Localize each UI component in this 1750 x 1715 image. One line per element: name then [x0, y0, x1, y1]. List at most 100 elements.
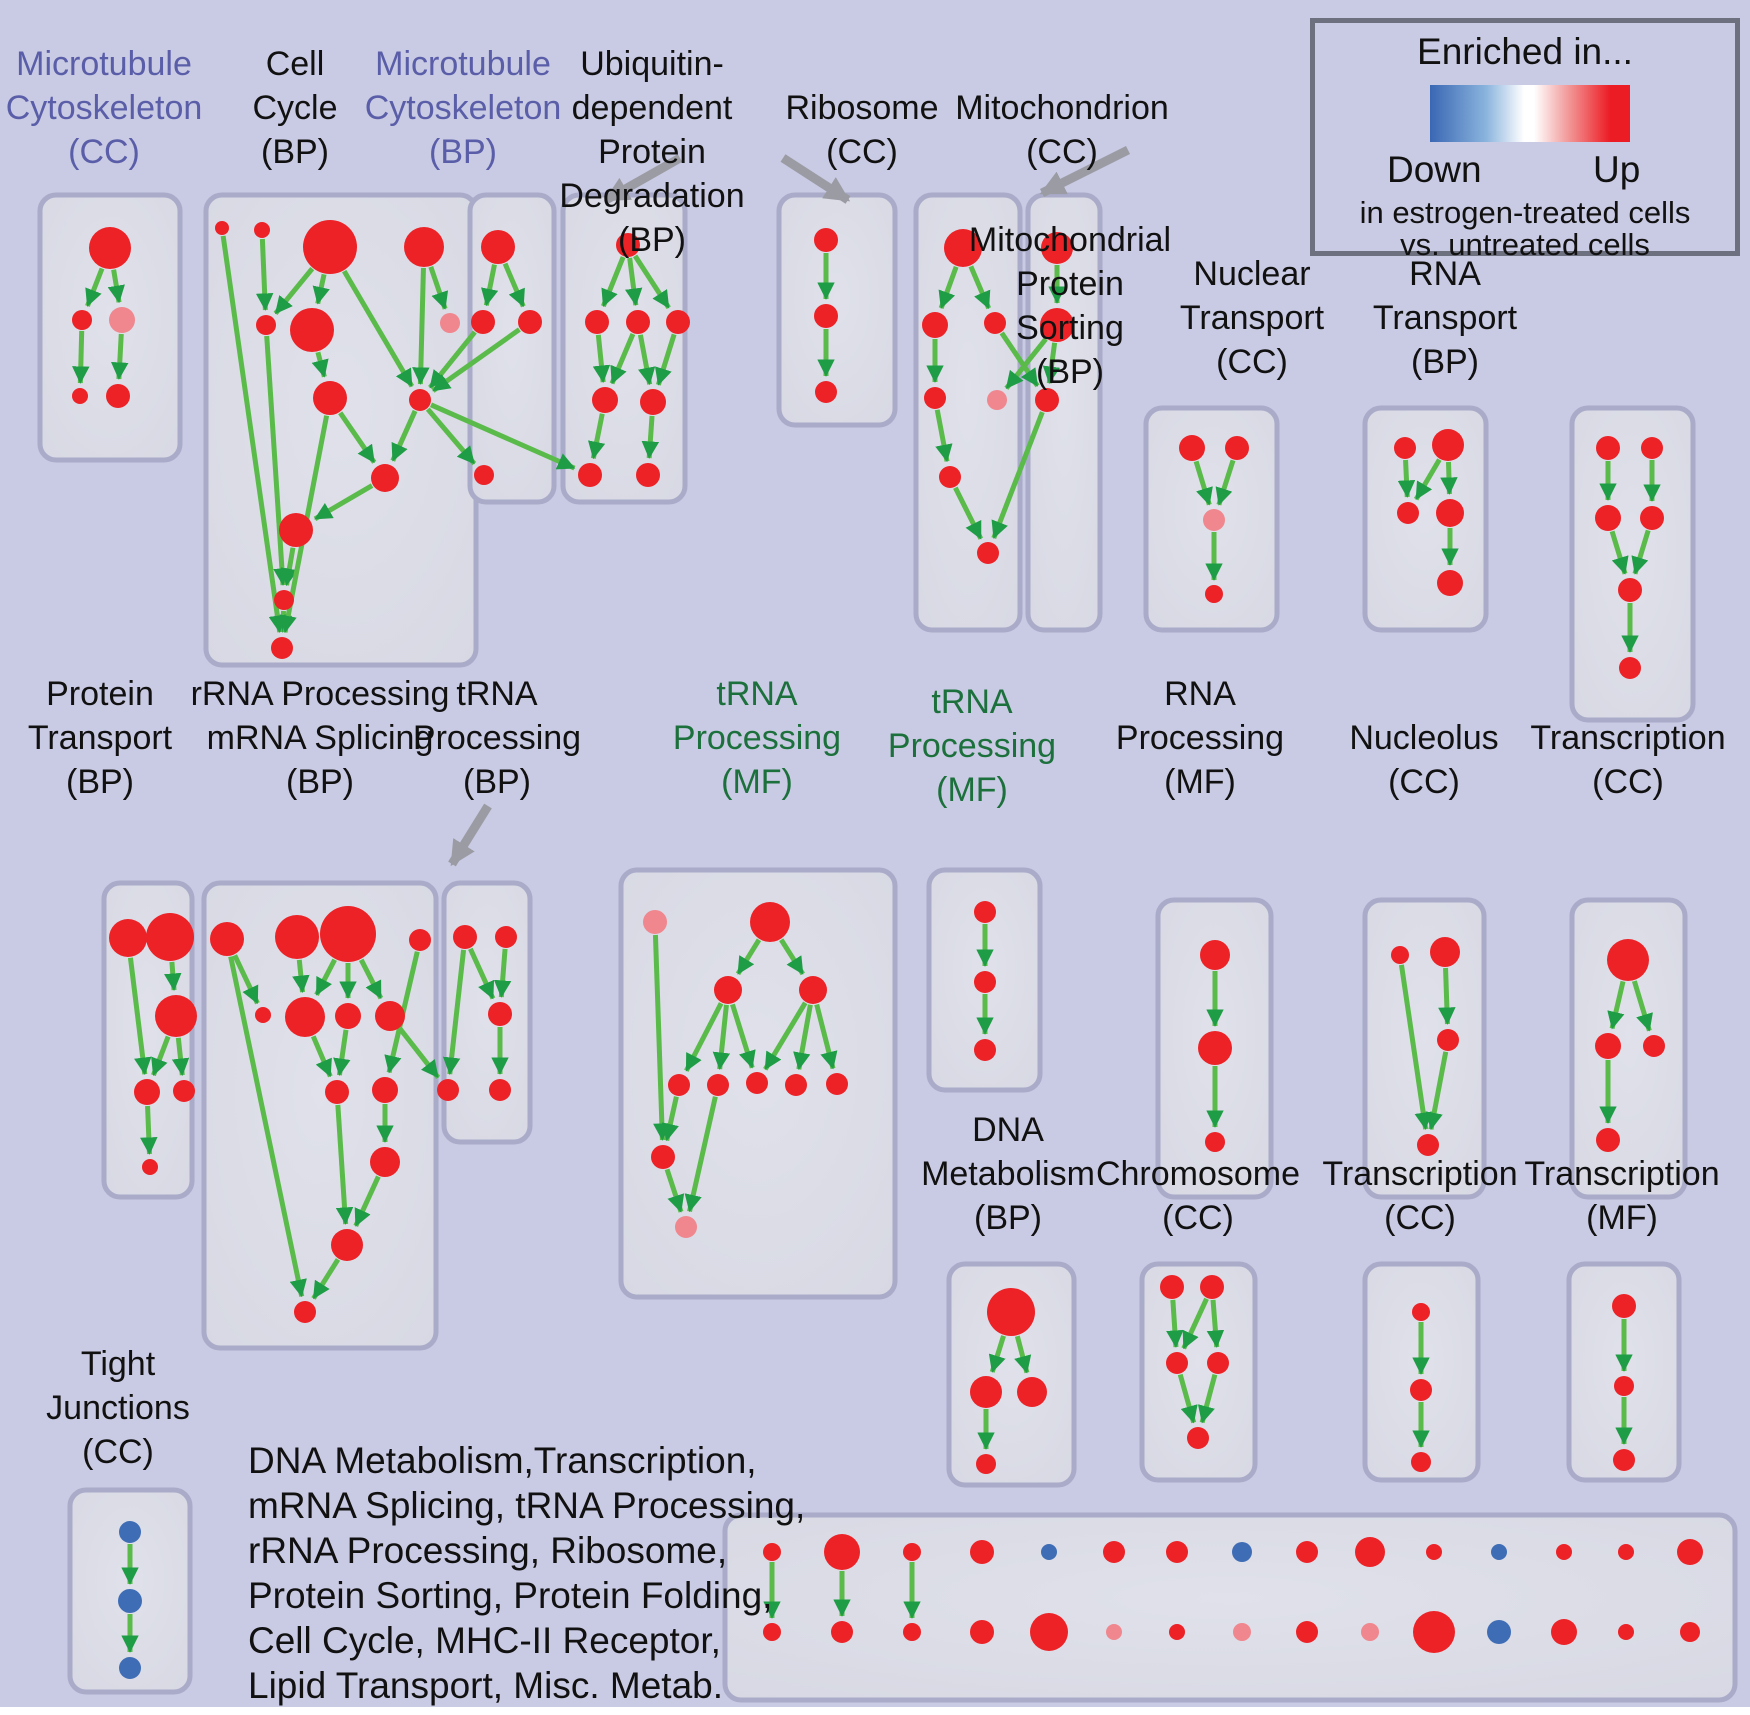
- edge-n5-n10: [684, 1096, 718, 1213]
- edge-i0-i2: [1397, 459, 1416, 498]
- mito-protein-sorting-label-line: (BP): [1036, 353, 1104, 391]
- rna-transport-label-line: RNA: [1409, 255, 1481, 293]
- tight-junctions-label-line: Tight: [80, 1345, 156, 1383]
- edge-d0-d2: [624, 257, 643, 307]
- go-term-node-xt12-down: [1491, 1544, 1507, 1560]
- go-term-node-q2-up: [1437, 1029, 1459, 1051]
- cluster-box-protein-transport: [101, 880, 195, 1200]
- mito-protein-sorting-label: Mitochondrial Protein Sorting (BP): [969, 218, 1171, 394]
- edge-a2-a4: [111, 333, 129, 380]
- go-term-node-uc2-up: [1411, 1452, 1431, 1472]
- edge-b8-c3: [425, 407, 477, 466]
- go-term-node-f3-up: [924, 387, 946, 409]
- rna-transport-label-line: Transport: [1372, 299, 1518, 337]
- go-term-node-xb13-up: [1551, 1619, 1577, 1645]
- go-term-node-b0-up: [215, 221, 229, 235]
- nucleolus-label-line: Nucleolus: [1349, 719, 1499, 757]
- go-term-node-q0-up: [1391, 946, 1409, 964]
- go-term-node-a1-up: [72, 310, 92, 330]
- go-term-node-e1-up: [814, 304, 838, 328]
- edge-b8-b9: [390, 409, 418, 462]
- go-term-node-xt6-up: [1103, 1541, 1125, 1563]
- go-term-node-l0-up: [210, 922, 244, 956]
- go-term-node-h1-up: [1225, 436, 1249, 460]
- go-term-node-c0-up: [481, 230, 515, 264]
- mito-protein-sorting-label-line: Mitochondrial: [968, 221, 1172, 259]
- label-pointer-arrow-2: [780, 154, 851, 204]
- protein-transport-label: Protein Transport (BP): [28, 672, 172, 804]
- transcription-cc-1-label: Transcription (CC): [1530, 716, 1725, 804]
- go-term-node-m1-up: [495, 926, 517, 948]
- edge-l0-l4: [232, 954, 260, 1005]
- edge-g1-f4: [1004, 337, 1048, 390]
- go-term-node-xt14-up: [1618, 1544, 1634, 1560]
- go-term-node-j2-up: [1595, 505, 1621, 531]
- cluster-box-mitochondrion: [1025, 192, 1103, 633]
- go-term-node-xt1-up: [763, 1543, 781, 1561]
- misc-cluster-list-line: rRNA Processing, Ribosome,: [248, 1530, 728, 1571]
- go-term-node-j3-up: [1640, 506, 1664, 530]
- go-term-node-b3-up: [404, 227, 444, 267]
- go-term-node-o0-up: [974, 901, 996, 923]
- nuclear-transport-label-line: Transport: [1179, 299, 1325, 337]
- edge-b4-b11: [264, 335, 291, 586]
- go-term-node-b11-up: [274, 590, 294, 610]
- dna-metabolism-label-line: Metabolism: [921, 1155, 1095, 1193]
- edge-l11-l12: [311, 1258, 341, 1300]
- go-term-node-f2-up: [984, 312, 1006, 334]
- edge-l10-l11: [353, 1175, 381, 1227]
- mito-protein-sorting-label-line: Protein: [1016, 265, 1124, 303]
- go-term-node-n4-up: [668, 1074, 690, 1096]
- go-term-node-j4-up: [1618, 578, 1642, 602]
- edge-d0-d3: [632, 254, 671, 310]
- go-term-node-l6-up: [335, 1003, 361, 1029]
- go-term-node-xb11-up: [1413, 1611, 1455, 1653]
- go-term-node-r1-up: [1595, 1033, 1621, 1059]
- edge-k3-k5: [140, 1105, 158, 1155]
- ubiquitin-label-line: Protein: [598, 133, 706, 171]
- legend-down-label: Down: [1387, 149, 1482, 190]
- edge-tc1-tc3: [1206, 1299, 1225, 1348]
- go-term-node-xt11-up: [1426, 1544, 1442, 1560]
- go-term-node-i2-up: [1397, 502, 1419, 524]
- go-term-node-xt7-up: [1166, 1541, 1188, 1563]
- cluster-box-rrna-mrna: [201, 880, 439, 1351]
- edge-tc2-tc4: [1177, 1373, 1198, 1424]
- go-term-node-xb6-mid: [1106, 1624, 1122, 1640]
- chromosome-label: Chromosome (CC): [1096, 1152, 1300, 1240]
- go-term-node-a0-up: [89, 227, 131, 269]
- edge-l0-l12: [228, 956, 307, 1298]
- misc-cluster-list-line: mRNA Splicing, tRNA Processing,: [248, 1485, 806, 1526]
- go-term-node-b5-up: [290, 308, 334, 352]
- go-term-node-n6-up: [746, 1072, 768, 1094]
- rna-processing-label-line: RNA: [1164, 675, 1236, 713]
- cluster-box-transcription-mf: [1566, 1261, 1682, 1483]
- edge-tc3-tc4: [1197, 1373, 1218, 1424]
- edge-l6-l8: [333, 1029, 351, 1077]
- go-term-node-n0-mid: [643, 910, 667, 934]
- go-term-node-d2-up: [626, 310, 650, 334]
- go-term-node-s0-up: [987, 1288, 1035, 1336]
- edge-b3-b8: [412, 267, 430, 385]
- cell-cycle-label-line: Cell: [265, 45, 325, 83]
- go-term-node-d6-up: [578, 463, 602, 487]
- edge-s0-s1: [988, 1335, 1006, 1373]
- edge-d0-d1: [601, 256, 626, 308]
- go-term-node-l4-up: [255, 1007, 271, 1023]
- dna-metabolism-label: DNA Metabolism (BP): [921, 1108, 1095, 1240]
- trna-mf-1-label: tRNA Processing (MF): [673, 672, 841, 804]
- cluster-box-chromosome: [1139, 1261, 1258, 1483]
- edge-l5-l8: [310, 1035, 333, 1078]
- edge-b3-b6: [428, 266, 449, 310]
- go-term-node-l8-up: [325, 1080, 349, 1104]
- protein-transport-label-line: (BP): [65, 763, 134, 801]
- label-pointer-arrow-4: [448, 803, 492, 867]
- go-term-node-w1-down: [118, 1589, 142, 1613]
- go-term-node-d5-up: [640, 389, 666, 415]
- go-term-node-d4-up: [592, 387, 618, 413]
- cluster-box-nucleolus: [1362, 897, 1487, 1200]
- ribosome-label-line: Ribosome: [785, 89, 939, 127]
- edge-b10-b11: [280, 547, 298, 587]
